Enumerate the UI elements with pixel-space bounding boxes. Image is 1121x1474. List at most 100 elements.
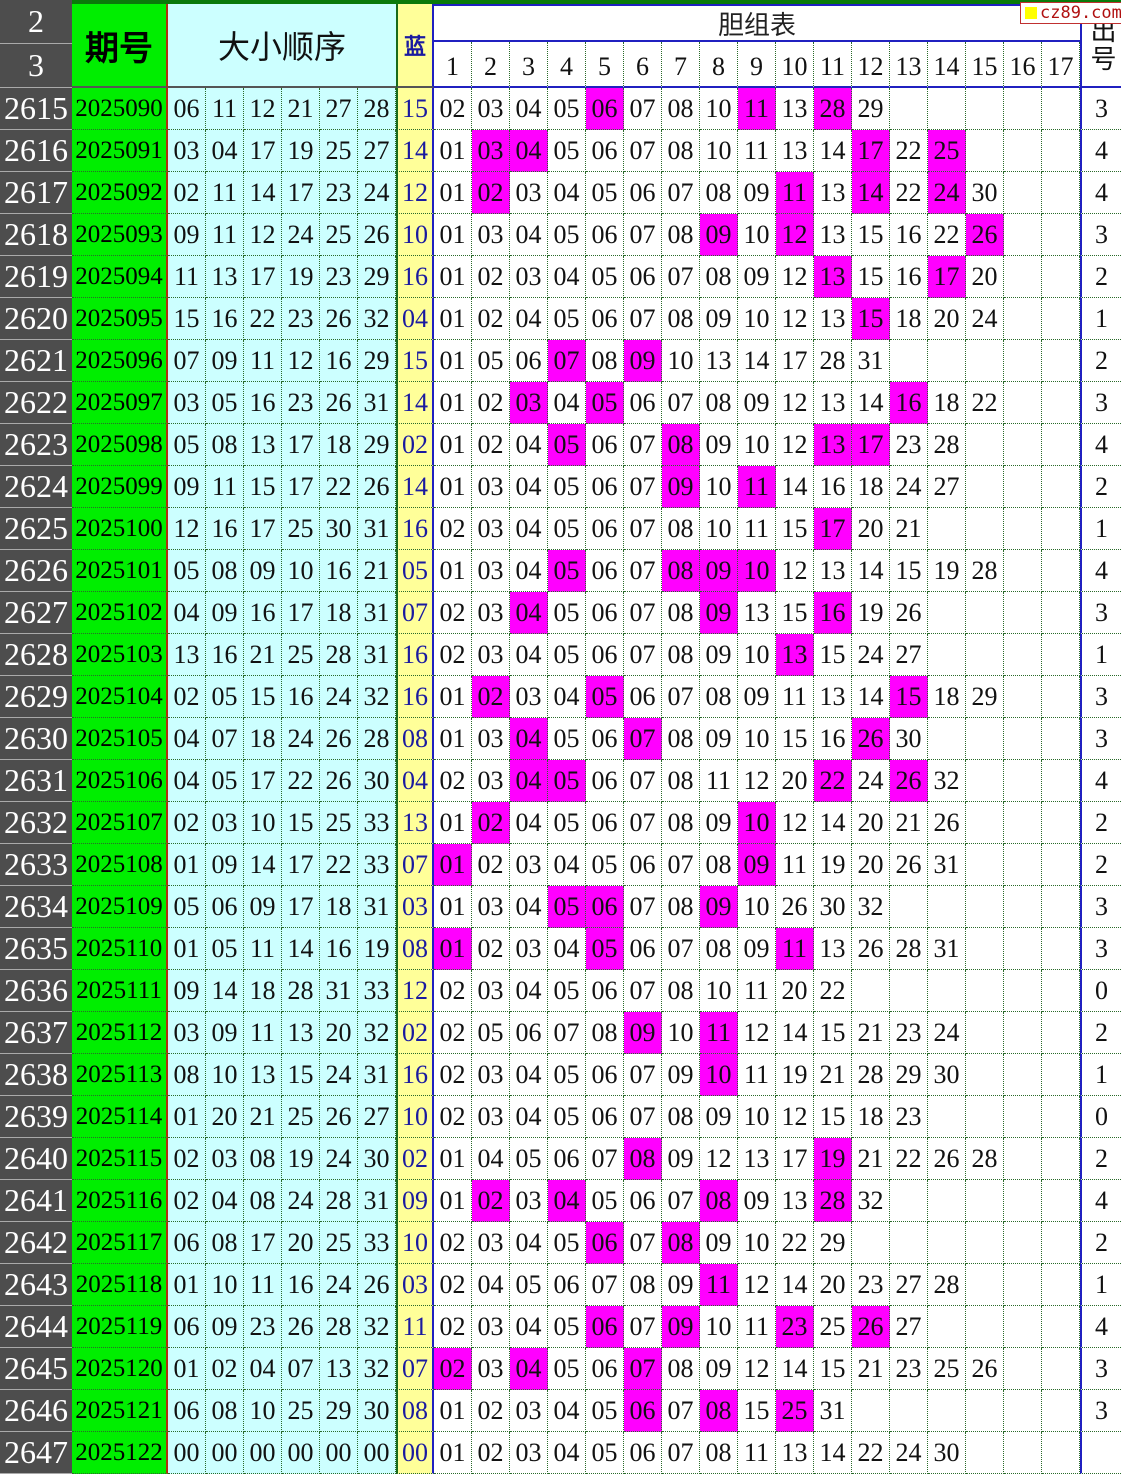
red-number-cell[interactable]: 30 — [358, 1390, 396, 1432]
row-number[interactable]: 2631 — [0, 760, 72, 802]
dan-cell[interactable] — [1042, 130, 1080, 172]
row-number[interactable]: 2637 — [0, 1012, 72, 1054]
red-number-cell[interactable]: 02 — [168, 676, 206, 718]
red-number-cell[interactable]: 12 — [244, 214, 282, 256]
red-number-cell[interactable]: 22 — [320, 466, 358, 508]
dan-cell[interactable] — [1004, 214, 1042, 256]
dan-cell[interactable]: 03 — [472, 88, 510, 130]
dan-cell[interactable]: 02 — [434, 592, 472, 634]
red-number-cell[interactable]: 11 — [206, 172, 244, 214]
dan-cell[interactable] — [1004, 172, 1042, 214]
red-number-cell[interactable]: 00 — [320, 1432, 358, 1474]
dan-column-header[interactable]: 10 — [776, 42, 814, 88]
dan-cell[interactable]: 31 — [852, 340, 890, 382]
blue-number-cell[interactable]: 12 — [396, 172, 434, 214]
dan-cell-highlighted[interactable]: 02 — [472, 172, 510, 214]
dan-cell[interactable]: 28 — [966, 1138, 1004, 1180]
period-cell[interactable]: 2025109 — [72, 886, 168, 928]
dan-cell[interactable]: 07 — [662, 172, 700, 214]
dan-cell[interactable]: 01 — [434, 802, 472, 844]
dan-cell[interactable]: 09 — [662, 1138, 700, 1180]
dan-cell[interactable]: 03 — [510, 676, 548, 718]
dan-cell[interactable] — [1004, 886, 1042, 928]
dan-cell[interactable]: 18 — [890, 298, 928, 340]
dan-cell[interactable]: 24 — [852, 760, 890, 802]
period-cell[interactable]: 2025101 — [72, 550, 168, 592]
red-number-cell[interactable]: 09 — [244, 550, 282, 592]
dan-cell[interactable]: 02 — [472, 1432, 510, 1474]
red-number-cell[interactable]: 33 — [358, 970, 396, 1012]
dan-cell[interactable]: 07 — [662, 382, 700, 424]
red-number-cell[interactable]: 06 — [168, 1306, 206, 1348]
dan-cell[interactable]: 08 — [662, 634, 700, 676]
dan-cell-highlighted[interactable]: 08 — [700, 1180, 738, 1222]
red-number-cell[interactable]: 13 — [244, 424, 282, 466]
red-number-cell[interactable]: 06 — [168, 88, 206, 130]
dan-cell[interactable]: 22 — [966, 382, 1004, 424]
dan-cell[interactable]: 03 — [510, 1432, 548, 1474]
dan-cell[interactable]: 16 — [890, 214, 928, 256]
dan-column-header[interactable]: 3 — [510, 42, 548, 88]
dan-cell[interactable]: 03 — [510, 256, 548, 298]
dan-cell[interactable]: 01 — [434, 466, 472, 508]
blue-number-cell[interactable]: 14 — [396, 466, 434, 508]
red-number-cell[interactable]: 22 — [244, 298, 282, 340]
dan-cell[interactable] — [1004, 928, 1042, 970]
dan-cell[interactable]: 05 — [548, 508, 586, 550]
row-number[interactable]: 2618 — [0, 214, 72, 256]
row-number[interactable]: 2644 — [0, 1306, 72, 1348]
dan-cell[interactable]: 07 — [624, 214, 662, 256]
dan-cell[interactable]: 13 — [700, 340, 738, 382]
dan-column-header[interactable]: 13 — [890, 42, 928, 88]
dan-cell[interactable]: 02 — [434, 1054, 472, 1096]
dan-cell[interactable] — [966, 844, 1004, 886]
dan-cell-highlighted[interactable]: 04 — [510, 592, 548, 634]
red-number-cell[interactable]: 32 — [358, 1306, 396, 1348]
dan-cell-highlighted[interactable]: 08 — [624, 1138, 662, 1180]
dan-cell[interactable]: 07 — [624, 466, 662, 508]
dan-cell[interactable]: 04 — [510, 550, 548, 592]
dan-cell[interactable]: 12 — [776, 550, 814, 592]
red-number-cell[interactable]: 00 — [282, 1432, 320, 1474]
dan-cell[interactable] — [1004, 634, 1042, 676]
dan-cell[interactable] — [928, 508, 966, 550]
blue-number-cell[interactable]: 02 — [396, 1138, 434, 1180]
dan-cell[interactable] — [966, 1222, 1004, 1264]
red-number-cell[interactable]: 26 — [320, 1096, 358, 1138]
dan-cell-highlighted[interactable]: 02 — [472, 676, 510, 718]
dan-cell[interactable]: 08 — [700, 256, 738, 298]
dan-cell[interactable] — [966, 1012, 1004, 1054]
dan-cell[interactable] — [1042, 298, 1080, 340]
dan-cell[interactable]: 21 — [890, 508, 928, 550]
period-cell[interactable]: 2025102 — [72, 592, 168, 634]
dan-cell[interactable]: 04 — [472, 1138, 510, 1180]
dan-cell[interactable] — [928, 634, 966, 676]
dan-cell[interactable]: 07 — [624, 298, 662, 340]
dan-cell[interactable]: 08 — [662, 508, 700, 550]
period-cell[interactable]: 2025095 — [72, 298, 168, 340]
red-number-cell[interactable]: 29 — [358, 424, 396, 466]
dan-cell[interactable]: 06 — [586, 592, 624, 634]
row-number[interactable]: 2645 — [0, 1348, 72, 1390]
dan-cell[interactable]: 03 — [472, 1054, 510, 1096]
red-number-cell[interactable]: 33 — [358, 844, 396, 886]
dan-cell[interactable]: 30 — [966, 172, 1004, 214]
red-number-cell[interactable]: 26 — [320, 382, 358, 424]
blue-number-cell[interactable]: 03 — [396, 1264, 434, 1306]
dan-cell[interactable]: 10 — [700, 88, 738, 130]
red-number-cell[interactable]: 26 — [358, 214, 396, 256]
dan-cell-highlighted[interactable]: 08 — [700, 1390, 738, 1432]
dan-cell[interactable] — [1042, 1180, 1080, 1222]
red-number-cell[interactable]: 25 — [320, 130, 358, 172]
dan-cell-highlighted[interactable]: 05 — [548, 550, 586, 592]
blue-number-cell[interactable]: 10 — [396, 1096, 434, 1138]
blue-number-cell[interactable]: 16 — [396, 256, 434, 298]
dan-column-header[interactable]: 1 — [434, 42, 472, 88]
blue-number-cell[interactable]: 13 — [396, 802, 434, 844]
count-cell[interactable]: 3 — [1080, 88, 1121, 130]
dan-cell[interactable] — [1042, 508, 1080, 550]
red-number-cell[interactable]: 09 — [168, 970, 206, 1012]
dan-cell[interactable]: 01 — [434, 340, 472, 382]
row-number[interactable]: 2643 — [0, 1264, 72, 1306]
red-number-cell[interactable]: 02 — [168, 1180, 206, 1222]
